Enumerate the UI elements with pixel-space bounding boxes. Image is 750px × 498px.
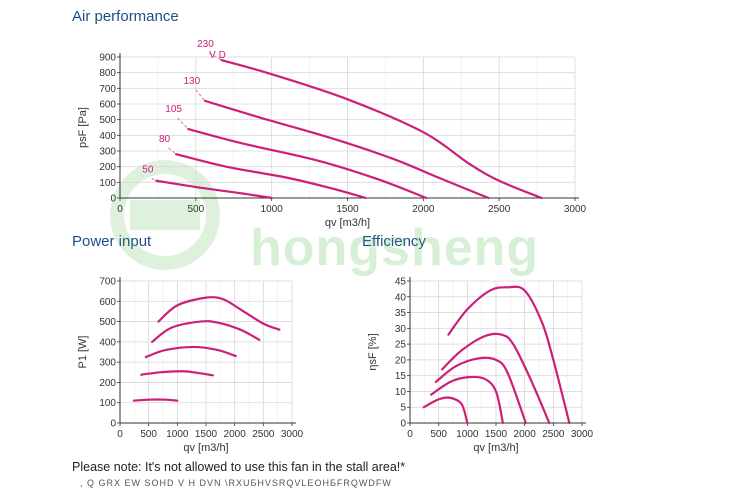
air-ytick-label-9: 900 [99, 53, 116, 64]
air-series-2-dashed [177, 117, 189, 130]
air-series-line-2 [187, 127, 428, 200]
air-performance-title: Air performance [72, 8, 179, 25]
footnote-garbled: , Q GRX EW SOHD V H DVN \RXUƂHVSRQVLEOHƂ… [80, 478, 392, 488]
air-xlabel: qv [m3/h] [325, 217, 370, 229]
efficiency-ytick-label-1: 5 [400, 403, 406, 414]
efficiency-ytick-label-5: 25 [395, 340, 407, 351]
power-xtick-label-5: 2500 [252, 429, 275, 440]
efficiency-xtick-label-0: 0 [407, 429, 413, 440]
efficiency-plot: 0 500 1000 1500 2000 2500 3000 0 5 10 15 20 25 30 35 40… [367, 277, 594, 455]
air-series-label-0: 230 [197, 39, 214, 50]
efficiency-ytick-label-4: 20 [395, 355, 407, 366]
power-input-title: Power input [72, 233, 152, 250]
power-ytick-label-7: 700 [99, 277, 116, 288]
power-ytick-label-0: 0 [110, 419, 116, 430]
efficiency-xtick-label-1: 500 [430, 429, 447, 440]
air-series-3-dashed [168, 147, 177, 155]
efficiency-title: Efficiency [362, 233, 426, 250]
air-ytick-label-0: 0 [110, 194, 116, 205]
air-plot: 0 500 1000 1500 2000 2500 3000 0 100 200 300 400 500… [77, 39, 587, 229]
air-xtick-label-4: 2000 [412, 204, 435, 215]
air-series-line-1 [203, 99, 490, 200]
efficiency-xtick-label-3: 1500 [485, 429, 508, 440]
power-xlabel: qv [m3/h] [183, 442, 228, 454]
power-ylabel: P1 [W] [77, 335, 89, 368]
efficiency-ylabel: ηsF [%] [367, 333, 379, 370]
power-ytick-label-6: 600 [99, 297, 116, 308]
air-xtick-label-2: 1000 [261, 204, 284, 215]
power-series-line-2 [144, 345, 237, 359]
air-ytick-label-6: 600 [99, 100, 116, 111]
air-ytick-label-7: 700 [99, 84, 116, 95]
power-ytick-label-1: 100 [99, 398, 116, 409]
power-ytick-label-5: 500 [99, 317, 116, 328]
air-ytick-label-8: 800 [99, 68, 116, 79]
efficiency-ytick-label-6: 30 [395, 324, 407, 335]
watermark-text: hongsheng [250, 219, 540, 277]
air-xtick-label-0: 0 [117, 204, 123, 215]
air-series-line-4 [155, 179, 273, 200]
stall-note: Please note: It's not allowed to use thi… [72, 460, 406, 474]
efficiency-ytick-label-0: 0 [400, 419, 406, 430]
air-xtick-label-6: 3000 [564, 204, 587, 215]
efficiency-xtick-label-5: 2500 [542, 429, 565, 440]
power-series-line-1 [151, 320, 261, 343]
air-series-sublabel-0: V D [209, 50, 226, 61]
efficiency-xtick-label-4: 2000 [514, 429, 537, 440]
power-plot: 0 500 1000 1500 2000 2500 3000 0 100 200 300 400 500… [77, 277, 304, 455]
air-ytick-label-5: 500 [99, 115, 116, 126]
air-ytick-label-2: 200 [99, 162, 116, 173]
air-series-label-2: 105 [165, 104, 182, 115]
air-xtick-label-1: 500 [187, 204, 204, 215]
air-series-label-1: 130 [183, 76, 200, 87]
air-series-line-0 [220, 59, 543, 200]
power-xtick-label-6: 3000 [281, 429, 304, 440]
power-xtick-label-0: 0 [117, 429, 123, 440]
power-series-line-0 [157, 296, 281, 331]
air-xtick-label-5: 2500 [488, 204, 511, 215]
power-series-line-3 [140, 370, 214, 377]
air-ytick-label-1: 100 [99, 178, 116, 189]
air-series-0-dashed [209, 52, 222, 61]
power-ytick-label-4: 400 [99, 337, 116, 348]
air-series-label-3: 80 [159, 134, 171, 145]
power-xtick-label-4: 2000 [224, 429, 247, 440]
efficiency-series-line-3 [430, 375, 504, 425]
air-xtick-label-3: 1500 [336, 204, 359, 215]
efficiency-ytick-label-9: 45 [395, 277, 407, 288]
air-series-label-4: 50 [142, 164, 154, 175]
efficiency-ytick-label-2: 10 [395, 387, 407, 398]
air-series-1-dashed [195, 89, 206, 102]
air-series-4-dashed [151, 177, 157, 182]
efficiency-xlabel: qv [m3/h] [473, 442, 518, 454]
power-ytick-label-2: 200 [99, 378, 116, 389]
power-xtick-label-1: 500 [140, 429, 157, 440]
power-ytick-label-3: 300 [99, 358, 116, 369]
air-series-line-3 [175, 153, 367, 200]
efficiency-series-line-4 [422, 396, 469, 425]
air-ylabel: psF [Pa] [77, 107, 89, 148]
air-performance-chart: 0 500 1000 1500 2000 2500 3000 0 100 200 300 400 500… [77, 39, 587, 229]
power-series-line-4 [132, 398, 179, 402]
power-xtick-label-3: 1500 [195, 429, 218, 440]
efficiency-ytick-label-7: 35 [395, 308, 407, 319]
air-ytick-label-4: 400 [99, 131, 116, 142]
efficiency-ytick-label-8: 40 [395, 292, 407, 303]
efficiency-series-line-2 [434, 356, 527, 425]
efficiency-ytick-label-3: 15 [395, 371, 407, 382]
efficiency-xtick-label-2: 1000 [456, 429, 479, 440]
efficiency-series-line-1 [441, 332, 551, 425]
power-xtick-label-2: 1000 [166, 429, 189, 440]
efficiency-series-line-0 [447, 285, 571, 425]
efficiency-xtick-label-6: 3000 [571, 429, 594, 440]
air-ytick-label-3: 300 [99, 147, 116, 158]
